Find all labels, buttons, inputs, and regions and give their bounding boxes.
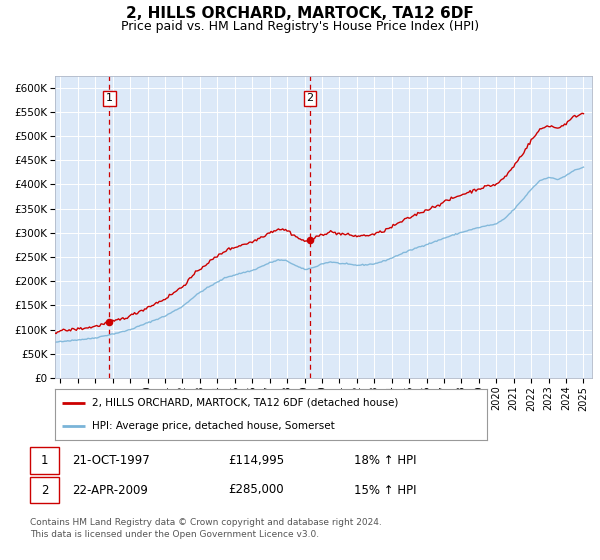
Text: 21-OCT-1997: 21-OCT-1997 [72, 454, 150, 467]
Text: 18% ↑ HPI: 18% ↑ HPI [354, 454, 416, 467]
Point [305, 236, 315, 245]
Text: 1: 1 [106, 94, 113, 103]
Text: 15% ↑ HPI: 15% ↑ HPI [354, 483, 416, 497]
Text: 2: 2 [41, 483, 48, 497]
Text: 2, HILLS ORCHARD, MARTOCK, TA12 6DF (detached house): 2, HILLS ORCHARD, MARTOCK, TA12 6DF (det… [92, 398, 398, 408]
Point [104, 318, 114, 327]
Text: 2, HILLS ORCHARD, MARTOCK, TA12 6DF: 2, HILLS ORCHARD, MARTOCK, TA12 6DF [126, 6, 474, 21]
Text: Contains HM Land Registry data © Crown copyright and database right 2024.
This d: Contains HM Land Registry data © Crown c… [30, 518, 382, 539]
Text: HPI: Average price, detached house, Somerset: HPI: Average price, detached house, Some… [92, 421, 335, 431]
Text: Price paid vs. HM Land Registry's House Price Index (HPI): Price paid vs. HM Land Registry's House … [121, 20, 479, 32]
Text: £114,995: £114,995 [228, 454, 284, 467]
Text: 1: 1 [41, 454, 48, 467]
Text: 22-APR-2009: 22-APR-2009 [72, 483, 148, 497]
Text: £285,000: £285,000 [228, 483, 284, 497]
Text: 2: 2 [307, 94, 313, 103]
